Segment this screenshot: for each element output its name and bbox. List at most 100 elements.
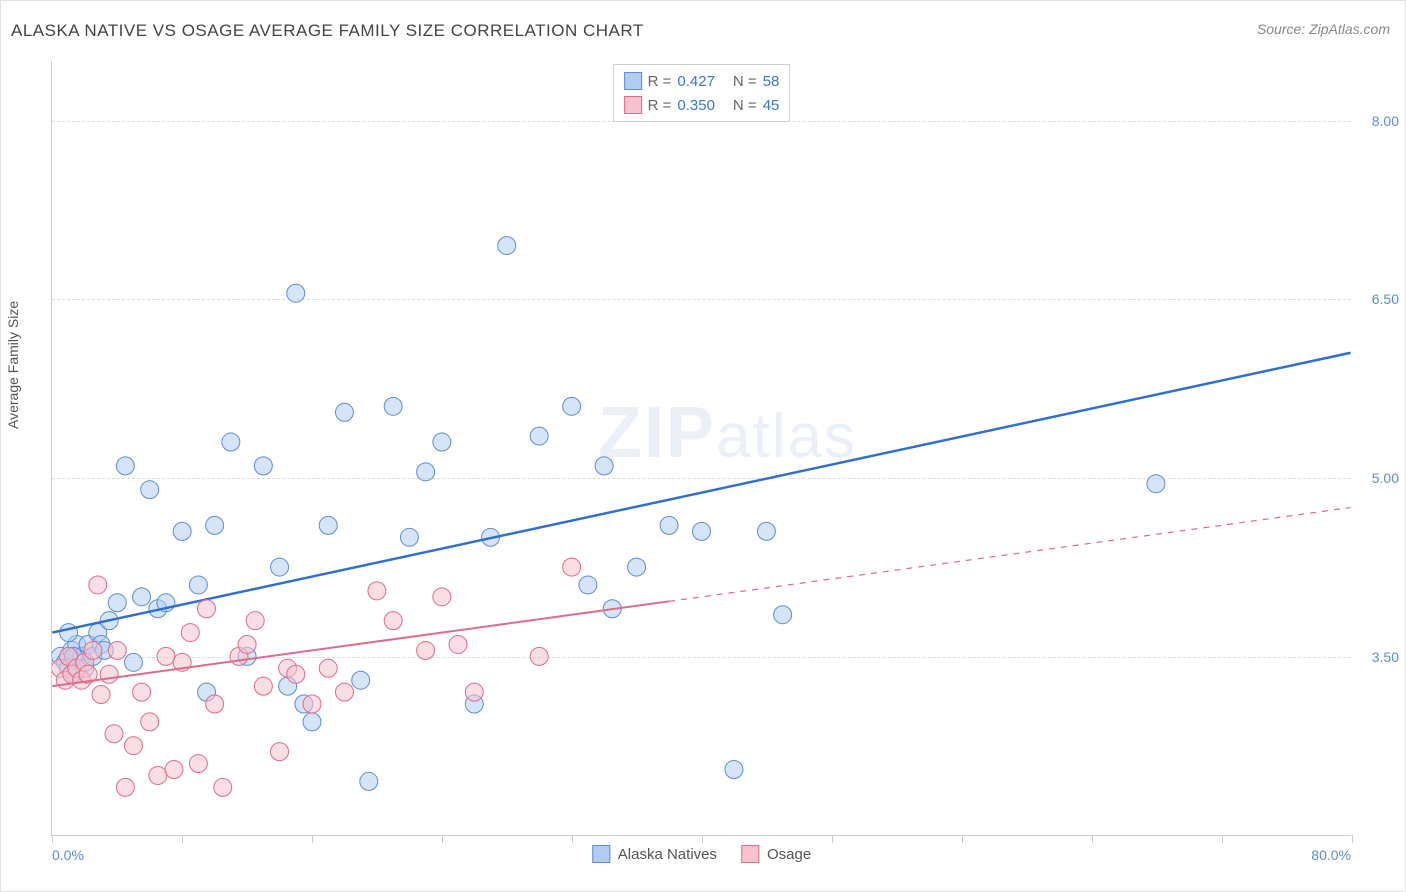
stats-row-osage: R = 0.350 N = 45 [624,93,780,117]
stats-row-alaska: R = 0.427 N = 58 [624,69,780,93]
chart-container: ALASKA NATIVE VS OSAGE AVERAGE FAMILY SI… [0,0,1406,892]
data-point [774,606,792,624]
data-point [579,576,597,594]
data-point [173,522,191,540]
y-tick-label: 8.00 [1372,113,1399,129]
data-point [116,778,134,796]
y-tick-label: 6.50 [1372,291,1399,307]
data-point [368,582,386,600]
x-tick [962,835,963,843]
x-tick [442,835,443,843]
legend-item-osage: Osage [741,845,811,863]
data-point [246,612,264,630]
data-point [206,695,224,713]
swatch-osage-icon [741,845,759,863]
swatch-alaska-icon [592,845,610,863]
data-point [116,457,134,475]
regression-line-extrapolated [669,508,1351,602]
data-point [319,516,337,534]
data-point [214,778,232,796]
data-point [319,659,337,677]
data-point [757,522,775,540]
plot-area: ZIPatlas R = 0.427 N = 58 R = 0.350 N = … [51,61,1351,836]
data-point [105,725,123,743]
stats-legend: R = 0.427 N = 58 R = 0.350 N = 45 [613,64,791,122]
data-point [725,761,743,779]
data-point [400,528,418,546]
x-tick [182,835,183,843]
data-point [189,755,207,773]
data-point [303,713,321,731]
data-point [271,743,289,761]
data-point [563,397,581,415]
x-tick-label: 80.0% [1311,847,1351,863]
data-point [141,481,159,499]
data-point [157,647,175,665]
data-point [595,457,613,475]
x-tick [572,835,573,843]
data-point [206,516,224,534]
data-point [238,635,256,653]
data-point [100,665,118,683]
data-point [660,516,678,534]
data-point [133,588,151,606]
data-point [384,612,402,630]
legend-item-alaska: Alaska Natives [592,845,717,863]
data-point [198,600,216,618]
data-point [222,433,240,451]
x-tick [52,835,53,843]
data-point [89,576,107,594]
y-tick-label: 5.00 [1372,470,1399,486]
data-point [530,427,548,445]
x-tick [1222,835,1223,843]
data-point [335,683,353,701]
series-legend: Alaska Natives Osage [592,845,811,863]
data-point [352,671,370,689]
data-point [165,761,183,779]
data-point [360,772,378,790]
data-point [417,641,435,659]
data-point [530,647,548,665]
data-point [181,624,199,642]
x-tick [832,835,833,843]
data-point [1147,475,1165,493]
x-tick-label: 0.0% [52,847,84,863]
data-point [108,641,126,659]
x-tick [1092,835,1093,843]
data-point [433,588,451,606]
data-point [108,594,126,612]
swatch-osage-icon [624,96,642,114]
data-point [498,237,516,255]
chart-title: ALASKA NATIVE VS OSAGE AVERAGE FAMILY SI… [11,21,644,41]
data-point [189,576,207,594]
data-point [60,624,78,642]
data-point [563,558,581,576]
y-axis-label: Average Family Size [5,301,21,429]
data-point [124,653,142,671]
source-attribution: Source: ZipAtlas.com [1257,21,1390,37]
data-point [141,713,159,731]
data-point [124,737,142,755]
data-point [433,433,451,451]
data-point [303,695,321,713]
data-point [271,558,289,576]
data-point [384,397,402,415]
swatch-alaska-icon [624,72,642,90]
x-tick [1352,835,1353,843]
chart-svg [52,61,1351,835]
data-point [287,284,305,302]
data-point [254,677,272,695]
data-point [287,665,305,683]
x-tick [702,835,703,843]
data-point [417,463,435,481]
data-point [449,635,467,653]
y-tick-label: 3.50 [1372,649,1399,665]
data-point [92,686,110,704]
data-point [133,683,151,701]
data-point [628,558,646,576]
data-point [335,403,353,421]
data-point [254,457,272,475]
data-point [149,766,167,784]
data-point [465,683,483,701]
x-tick [312,835,313,843]
